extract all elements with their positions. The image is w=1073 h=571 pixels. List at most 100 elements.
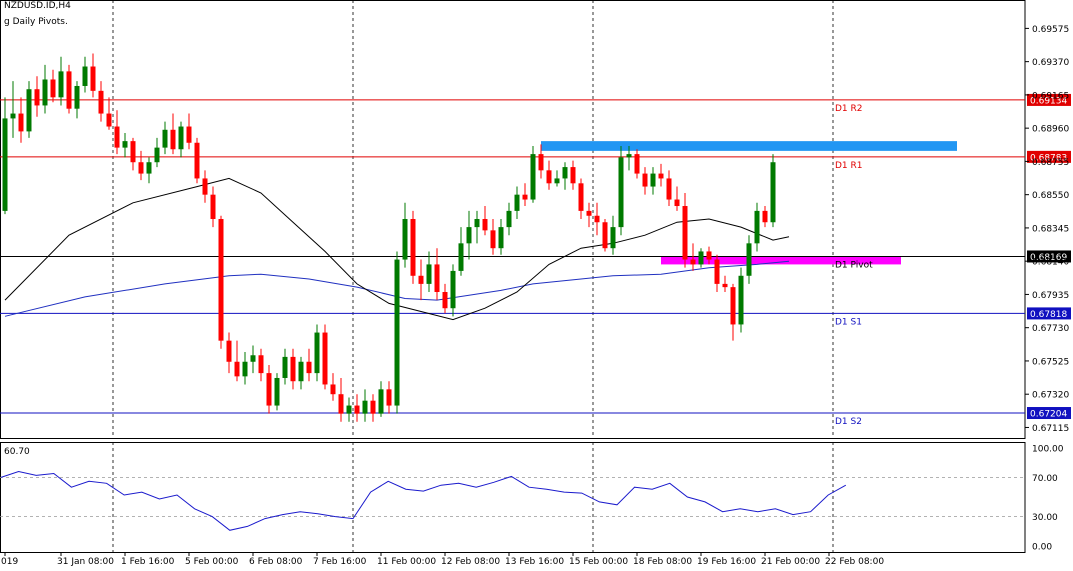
candle-body — [658, 173, 664, 179]
oscillator-panel: 100.00 70.00 30.00 0.00 — [0, 445, 1064, 553]
pivot-level-label: D1 Pivot — [835, 260, 873, 270]
price-tick-label: 0.68140 — [1032, 258, 1069, 268]
candle-body — [266, 373, 272, 406]
candle-body — [58, 71, 64, 98]
candle-body — [306, 361, 312, 374]
candle-body — [274, 377, 280, 406]
candle-body — [42, 79, 48, 106]
price-tick-label: 0.68960 — [1032, 125, 1069, 135]
time-tick-label: 21 Feb 00:00 — [761, 557, 820, 567]
candle-body — [746, 243, 752, 276]
candle-body — [162, 129, 168, 148]
time-tick-label: 22 Feb 08:00 — [825, 557, 884, 567]
pivot-levels: D1 R2 0.69134 D1 R1 0.68783 D1 Pivot 0.68169 D… — [0, 93, 1071, 427]
time-tick-label: 31 Jan 08:00 — [57, 557, 114, 567]
candle-body — [634, 154, 640, 174]
candle-body — [394, 259, 400, 406]
candle-body — [146, 162, 152, 174]
candle-body — [2, 118, 8, 211]
candle-body — [666, 178, 672, 200]
candle-body — [450, 270, 456, 309]
pivot-level-label: D1 S2 — [835, 417, 862, 427]
pivot-level-label: D1 R1 — [835, 161, 863, 171]
candle-body — [10, 113, 16, 119]
grid — [0, 0, 1026, 553]
candle-body — [74, 85, 80, 109]
candle-body — [218, 219, 224, 341]
candle-body — [426, 264, 432, 284]
time-tick-label: 12 Feb 08:00 — [441, 557, 500, 567]
candle-body — [490, 230, 496, 249]
oscillator-tick-label: 0.00 — [1032, 543, 1052, 553]
price-tick-label: 0.67935 — [1032, 291, 1069, 301]
price-tag-label: 0.69134 — [1030, 96, 1067, 106]
candle-body — [122, 141, 128, 148]
price-tick-label: 0.69165 — [1032, 91, 1069, 101]
time-tick-label: 019 — [1, 557, 18, 567]
candle-body — [474, 219, 480, 228]
candle-body — [234, 361, 240, 377]
price-tick-label: 0.69370 — [1032, 58, 1069, 68]
price-tag-label: 0.68169 — [1030, 253, 1067, 263]
time-tick-label: 1 Feb 16:00 — [121, 557, 175, 567]
candle-body — [50, 79, 56, 98]
candle-body — [210, 194, 216, 219]
candle-body — [498, 227, 504, 249]
candle-body — [546, 170, 552, 184]
oscillator-value-label: 60.70 — [4, 447, 30, 457]
candle-body — [378, 389, 384, 414]
candle-body — [386, 389, 392, 406]
candle-body — [18, 113, 24, 132]
candle-body — [466, 227, 472, 244]
time-tick-label: 5 Feb 00:00 — [185, 557, 239, 567]
candle-body — [482, 219, 488, 231]
time-tick-label: 11 Feb 00:00 — [377, 557, 436, 567]
candle-body — [714, 259, 720, 284]
candle-body — [178, 126, 184, 150]
candle-body — [458, 243, 464, 271]
candle-body — [434, 264, 440, 292]
candle-body — [650, 173, 656, 187]
candle-body — [706, 251, 712, 260]
oscillator-tick-label: 70.00 — [1032, 474, 1058, 484]
candle-body — [322, 332, 328, 385]
candle-body — [690, 259, 696, 265]
candle-body — [738, 275, 744, 325]
candle-body — [338, 394, 344, 414]
price-tick-label: 0.68755 — [1032, 158, 1069, 168]
candle-body — [362, 400, 368, 414]
fast-moving-average — [4, 177, 790, 321]
candle-body — [514, 194, 520, 211]
price-tick-label: 0.68345 — [1032, 224, 1069, 234]
candle-body — [698, 251, 704, 265]
candle-body — [138, 162, 144, 174]
candle-body — [642, 173, 648, 187]
candles — [2, 53, 776, 422]
oscillator-panel-frame — [0, 442, 1026, 553]
candle-body — [594, 215, 600, 223]
candle-body — [98, 90, 104, 114]
price-tag-label: 0.68783 — [1030, 153, 1067, 163]
candle-body — [250, 355, 256, 362]
candle-body — [154, 147, 160, 163]
time-tick-label: 7 Feb 16:00 — [313, 557, 367, 567]
oscillator-tick-label: 100.00 — [1032, 445, 1064, 455]
candle-body — [562, 167, 568, 179]
candle-body — [762, 210, 768, 223]
price-tick-label: 0.67115 — [1032, 424, 1069, 434]
price-tick-label: 0.67320 — [1032, 391, 1069, 401]
time-tick-label: 19 Feb 16:00 — [697, 557, 756, 567]
candle-body — [346, 405, 352, 414]
price-tick-label: 0.69575 — [1032, 25, 1069, 35]
candle-body — [66, 71, 72, 109]
candle-body — [370, 400, 376, 414]
candle-body — [674, 199, 680, 207]
candle-body — [402, 219, 408, 260]
price-tag — [1027, 407, 1071, 420]
candle-body — [106, 113, 112, 127]
candle-body — [194, 142, 200, 179]
candle-body — [538, 154, 544, 171]
candle-body — [610, 227, 616, 249]
main-panel-frame — [0, 0, 1026, 439]
